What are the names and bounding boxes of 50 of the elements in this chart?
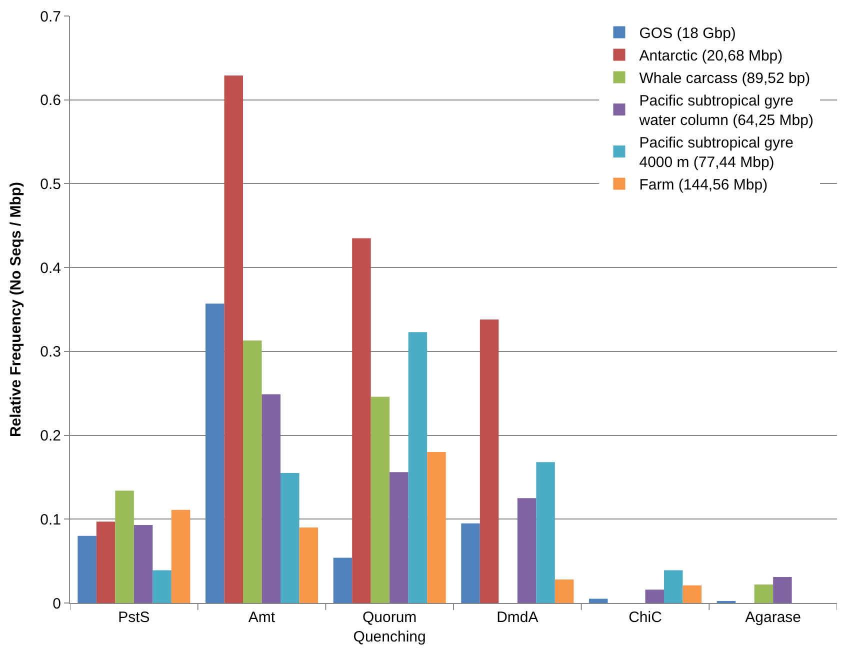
y-tick-label: 0.7 — [40, 8, 61, 26]
y-tick-label: 0.2 — [40, 428, 61, 445]
y-tick-label: 0.4 — [40, 260, 61, 277]
bar — [262, 394, 280, 603]
bar — [390, 472, 408, 603]
bar — [427, 452, 446, 603]
bar — [645, 590, 664, 603]
bar — [333, 558, 352, 603]
x-tick-label: Quorum Quenching — [353, 609, 426, 646]
bar — [352, 238, 371, 603]
bar — [536, 462, 555, 603]
bar — [408, 332, 428, 603]
bar — [224, 76, 243, 603]
bar — [517, 498, 536, 603]
x-tick-label: Agarase — [745, 609, 802, 626]
bar — [773, 577, 792, 603]
bar — [299, 528, 318, 603]
y-tick-label: 0 — [52, 595, 61, 612]
y-tick-label: 0.6 — [40, 92, 61, 110]
bar — [480, 320, 499, 603]
legend-label: Antarctic (20,68 Mbp) — [639, 48, 783, 65]
x-tick-label: DmdA — [496, 609, 538, 626]
y-tick-label: 0.5 — [40, 176, 61, 193]
y-tick-label: 0.3 — [40, 344, 61, 361]
bar — [171, 510, 190, 603]
bar — [682, 585, 702, 603]
bar — [554, 580, 574, 603]
x-tick-label: ChiC — [628, 609, 662, 626]
bar — [461, 523, 480, 603]
bar — [280, 473, 300, 603]
x-tick-label: PstS — [118, 609, 150, 626]
legend-label: GOS (18 Gbp) — [639, 25, 736, 42]
legend-label: Pacific subtropical gyre 4000 m (77,44 Mbp) — [639, 134, 794, 172]
bar — [134, 525, 153, 603]
legend-label: Pacific subtropical gyre water column (64,25 Mbp) — [638, 92, 814, 130]
bar — [96, 522, 116, 603]
bar — [664, 570, 683, 603]
x-tick-label: Amt — [248, 609, 276, 626]
bar — [206, 304, 224, 603]
y-tick-label: 0.1 — [40, 511, 61, 528]
legend-label: Whale carcass (89,52 bp) — [639, 70, 810, 88]
bar — [370, 396, 390, 603]
bar — [589, 598, 608, 603]
bar — [115, 490, 134, 603]
bar — [243, 340, 262, 603]
legend-label: Farm (144,56 Mbp) — [639, 176, 768, 194]
y-axis-title: Relative Frequency (No Seqs / Mbp) — [7, 182, 24, 438]
bar — [78, 536, 96, 603]
bar — [754, 584, 774, 603]
bar — [152, 570, 172, 603]
